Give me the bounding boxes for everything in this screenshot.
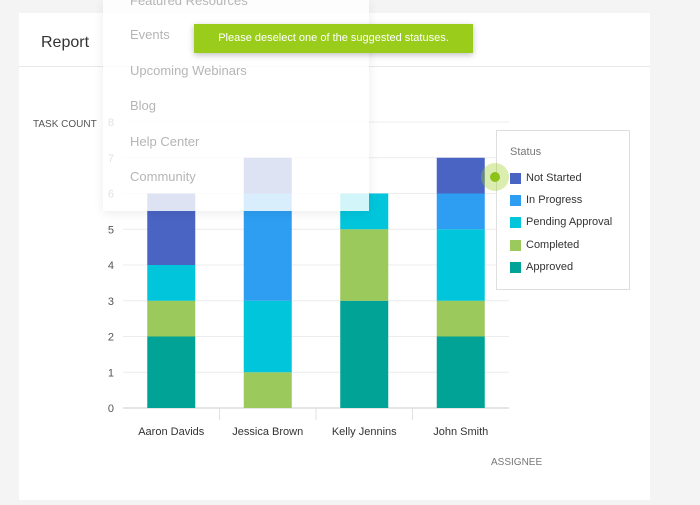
legend-label: Completed <box>526 239 580 251</box>
y-axis-title: TASK COUNT <box>33 119 97 130</box>
y-tick-label: 4 <box>108 260 114 272</box>
y-tick-label: 5 <box>108 224 114 236</box>
legend-label: Approved <box>526 261 574 273</box>
bar-segment <box>436 336 485 408</box>
x-axis-title: ASSIGNEE <box>491 457 542 468</box>
legend-swatch <box>510 216 521 228</box>
legend-swatch <box>510 194 521 206</box>
menu-item-events[interactable]: Events <box>130 27 170 42</box>
status-warning-toast: Please deselect one of the suggested sta… <box>194 24 473 53</box>
legend-item-completed[interactable]: Completed <box>510 238 579 252</box>
status-legend: Status Not Started In Progress Pending A… <box>496 130 630 290</box>
legend-swatch <box>510 261 521 273</box>
report-title: Report <box>41 34 90 51</box>
legend-item-approved[interactable]: Approved <box>510 260 573 274</box>
menu-item-upcoming-webinars[interactable]: Upcoming Webinars <box>130 63 247 78</box>
bar-segment <box>243 372 292 408</box>
y-tick-label: 2 <box>108 332 114 344</box>
bar-segment <box>436 229 485 301</box>
menu-item-help-center[interactable]: Help Center <box>130 134 200 149</box>
y-tick-label: 0 <box>108 403 114 415</box>
bar-segment <box>436 157 485 194</box>
cursor-dot-icon <box>490 172 500 182</box>
y-tick-label: 3 <box>108 296 114 308</box>
legend-swatch <box>510 172 521 184</box>
menu-item-blog[interactable]: Blog <box>130 98 157 113</box>
legend-item-in-progress[interactable]: In Progress <box>510 193 582 207</box>
x-tick-label: Aaron Davids <box>138 426 205 438</box>
bar-segment <box>436 193 485 230</box>
bar-segment <box>436 300 485 337</box>
legend-item-not-started[interactable]: Not Started <box>510 171 582 185</box>
bar-segment <box>147 265 196 301</box>
menu-item-featured-resources[interactable]: Featured Resources <box>130 0 248 8</box>
legend-label: Pending Approval <box>526 216 613 228</box>
bar-segment <box>340 229 389 301</box>
x-tick-label: Jessica Brown <box>232 426 303 438</box>
legend-title: Status <box>510 146 542 158</box>
bar-segment <box>340 300 389 408</box>
legend-item-pending-approval[interactable]: Pending Approval <box>510 215 612 229</box>
legend-swatch <box>510 239 521 251</box>
menu-item-community[interactable]: Community <box>130 169 196 184</box>
bar-segment <box>243 193 292 301</box>
bar-segment <box>243 300 292 373</box>
y-tick-label: 1 <box>108 367 114 379</box>
legend-label: Not Started <box>526 172 582 184</box>
x-tick-label: Kelly Jennins <box>332 426 397 438</box>
x-tick-label: John Smith <box>433 426 488 438</box>
legend-label: In Progress <box>526 194 583 206</box>
bar-segment <box>147 336 196 408</box>
bar-segment <box>147 300 196 337</box>
